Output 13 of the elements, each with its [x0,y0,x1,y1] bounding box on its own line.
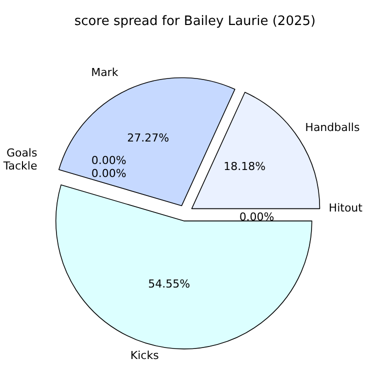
data-label: 54.55% [148,278,190,291]
category-label: Tackle [3,160,38,173]
text: 0.00% [239,210,274,224]
text: 0.00% [91,154,126,168]
data-label: 27.27% [127,132,170,145]
chart-title: score spread for Bailey Laurie (2025) [73,14,317,29]
category-label: Hitout [328,202,362,214]
slice-label: Kicks [130,348,160,362]
slice-label: Handballs [305,121,360,134]
category-label: Goals [6,146,38,160]
text: 0.00% [91,167,126,180]
data-label: 18.18% [224,160,266,173]
slice-label: Mark [91,66,119,80]
